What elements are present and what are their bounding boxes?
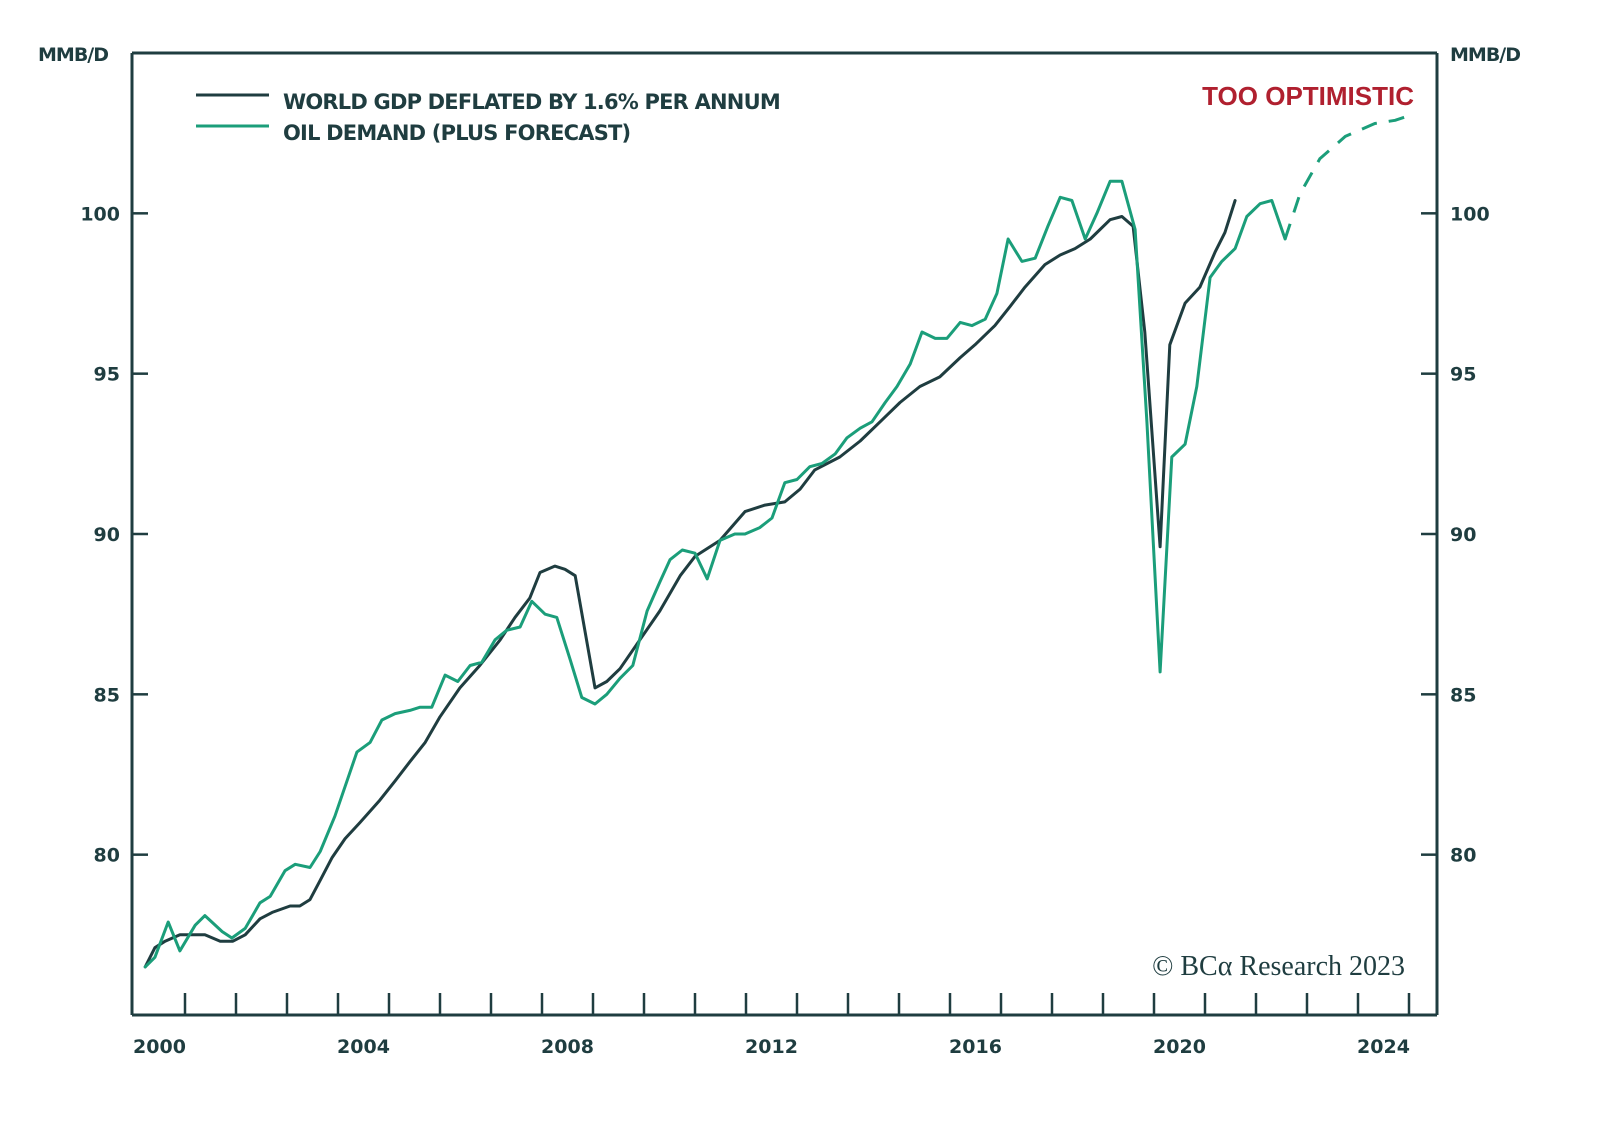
x-tick-label: 2016 xyxy=(949,1036,1002,1058)
x-tick-label: 2024 xyxy=(1357,1036,1410,1058)
series-line-oil-demand xyxy=(143,179,1287,969)
legend-label-gdp: WORLD GDP DEFLATED BY 1.6% PER ANNUM xyxy=(283,90,780,114)
plot-frame xyxy=(130,51,1439,1017)
x-tick-label: 2012 xyxy=(745,1036,798,1058)
y-tick-label-left: 100 xyxy=(80,203,120,225)
y-axis-ticks: 80 80 85 85 90 90 95 95 100 100 xyxy=(80,203,1489,866)
y-tick-label-right: 100 xyxy=(1450,203,1490,225)
y-tick-label-left: 85 xyxy=(94,684,120,706)
x-tick-label: 2000 xyxy=(133,1036,186,1058)
copyright-label: © BCα Research 2023 xyxy=(1152,951,1405,982)
y-tick-label-right: 90 xyxy=(1450,524,1476,546)
legend-label-oil: OIL DEMAND (PLUS FORECAST) xyxy=(283,121,630,145)
x-tick-label: 2020 xyxy=(1153,1036,1206,1058)
x-axis-ticks: 2000 2004 2008 2012 2016 2020 2024 xyxy=(133,993,1411,1058)
y-tick-label-right: 85 xyxy=(1450,684,1476,706)
y-tick-label-left: 90 xyxy=(94,524,120,546)
y-tick-label-right: 95 xyxy=(1450,364,1476,386)
x-tick-label: 2004 xyxy=(337,1036,390,1058)
y-tick-label-right: 80 xyxy=(1450,845,1476,867)
legend: WORLD GDP DEFLATED BY 1.6% PER ANNUM OIL… xyxy=(196,90,781,145)
y-tick-label-left: 95 xyxy=(94,364,120,386)
series-line-gdp xyxy=(143,199,1237,969)
y-axis-unit-left: MMB/D xyxy=(38,44,108,66)
x-tick-label: 2008 xyxy=(541,1036,594,1058)
y-axis-unit-right: MMB/D xyxy=(1450,44,1520,66)
series-group xyxy=(143,112,1415,969)
series-line-oil-forecast xyxy=(1283,112,1415,240)
y-tick-label-left: 80 xyxy=(94,845,120,867)
too-optimistic-annotation: TOO OPTIMISTIC xyxy=(1202,81,1414,111)
